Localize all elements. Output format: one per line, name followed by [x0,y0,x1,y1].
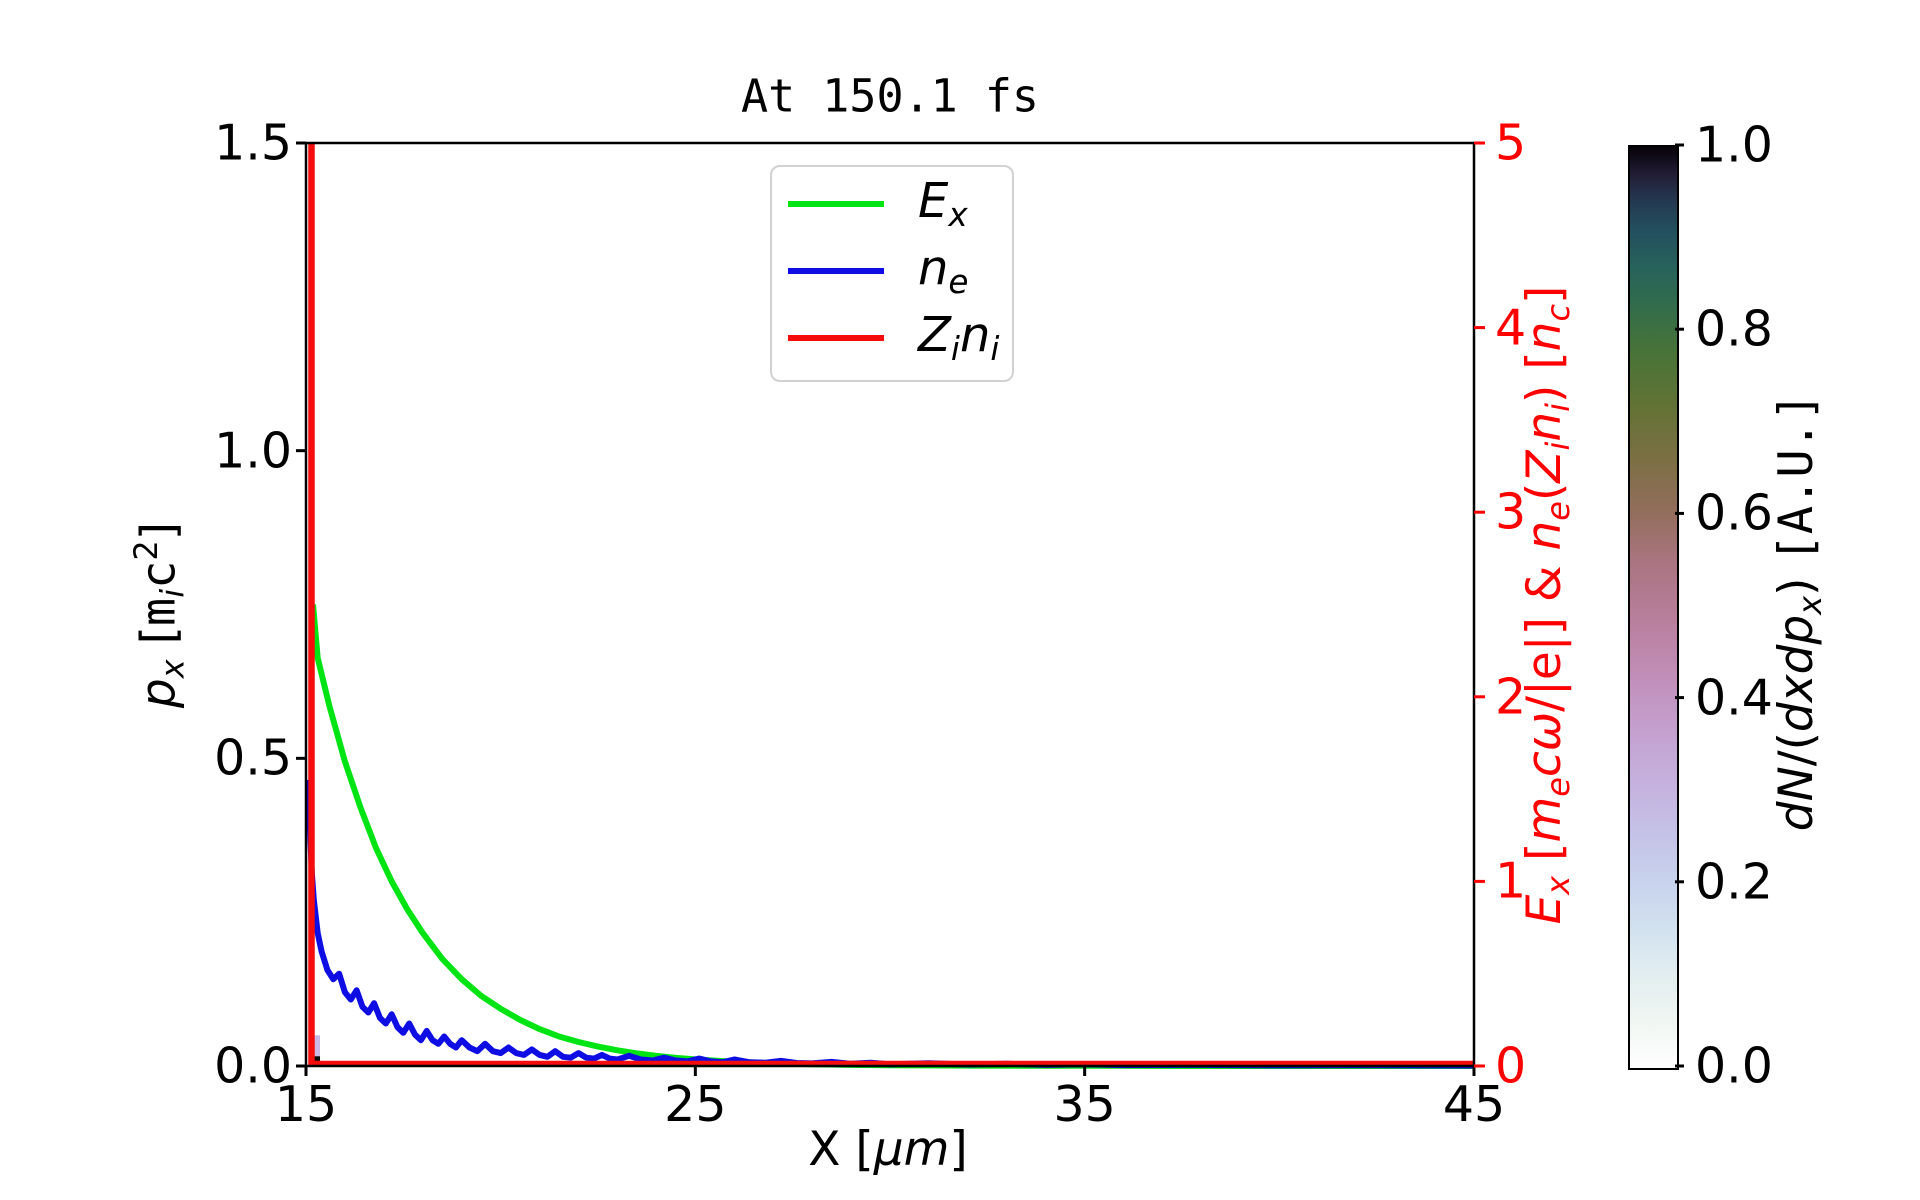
y-right-tick-label: 3 [1495,483,1527,541]
series-n-e [305,779,1475,1069]
y-right-tick-label: 1 [1495,852,1527,910]
series-e-x [310,604,1474,1069]
x-tick-label: 25 [664,1076,727,1133]
x-tick-label: 35 [1053,1076,1116,1133]
y-right-tick-label: 0 [1495,1037,1527,1095]
x-axis-label: X [μm] [808,1122,968,1177]
x-tick-label: 45 [1442,1076,1506,1133]
histogram-cell [314,1035,321,1057]
legend-item: Zini [788,310,999,366]
legend-item: ne [788,243,969,299]
legend-line-sample [788,335,884,341]
y-right-tick-label: 5 [1495,114,1527,172]
y-left-tick-label: 0.5 [214,729,292,787]
legend-item-label: Zini [918,306,1000,368]
legend-line-sample [788,201,884,207]
legend-line-sample [788,268,884,274]
colorbar-tick-label: 0.2 [1695,853,1773,911]
colorbar-tick-label: 0.6 [1695,484,1773,542]
colorbar-tick-label: 0.8 [1695,300,1773,358]
plot-title: At 150.1 fs [740,69,1040,123]
legend-box: Ex ne Zini [770,165,1014,382]
colorbar-tick-label: 1.0 [1695,116,1773,174]
y-left-tick-label: 0.0 [214,1037,292,1095]
y-right-tick-label: 2 [1495,668,1527,726]
y-right-tick-label: 4 [1495,299,1527,357]
colorbar-gradient [1628,145,1679,1070]
colorbar-tick-label: 0.0 [1695,1037,1773,1095]
y-left-tick-label: 1.5 [214,114,292,172]
colorbar-tick-label: 0.4 [1695,669,1773,727]
legend-item: Ex [788,176,968,232]
legend-item-label: Ex [918,172,968,234]
x-tick-label: 15 [274,1076,338,1133]
y-left-tick-label: 1.0 [214,422,292,480]
legend-item-label: ne [918,239,969,301]
